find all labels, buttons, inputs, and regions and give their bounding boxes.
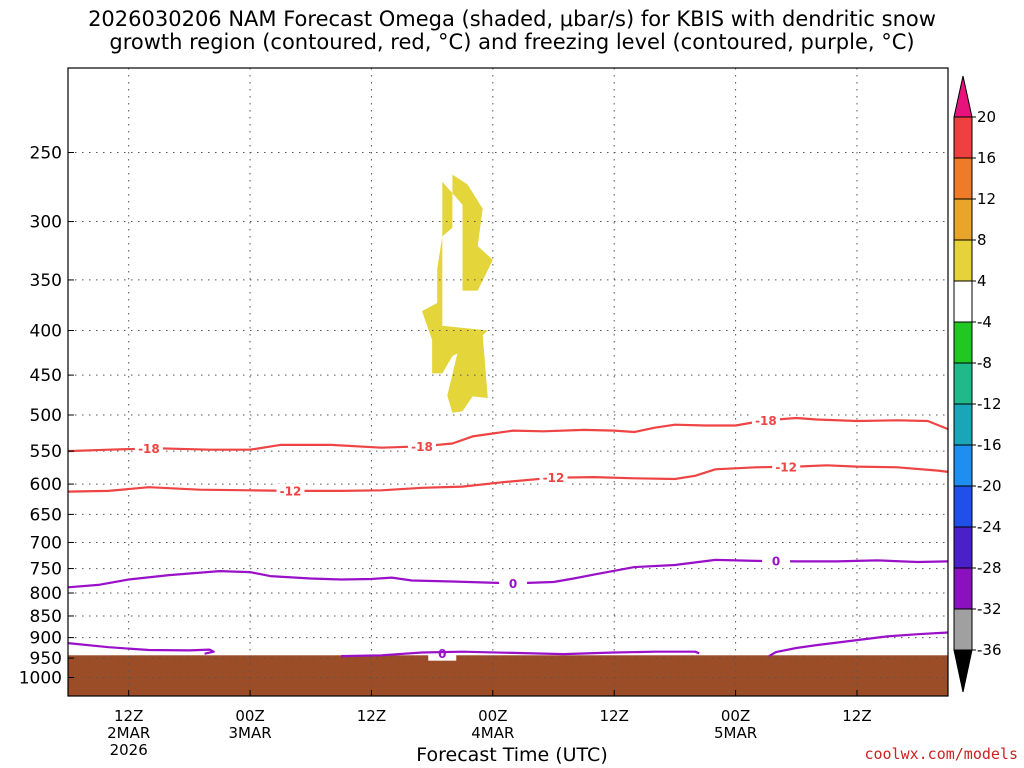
contour-label-bg-0-2 [751,413,780,428]
colorbar-label-4: 4 [977,272,987,290]
x-tick-label-5-0: 00Z [721,707,750,725]
y-tick-label-600: 600 [30,475,62,495]
colorbar-swatch-7 [953,362,973,405]
x-tick-label-0-2: 2026 [110,741,148,759]
x-tick-label-4-0: 12Z [600,707,629,725]
colorbar-top-arrow [953,75,973,118]
contour-label-1-1: -12 [543,471,565,485]
colorbar-label-9: -20 [977,477,1002,495]
colorbar-swatch-2 [953,157,973,200]
colorbar-label-12: -32 [977,600,1002,618]
colorbar-swatch-5 [953,280,973,323]
y-tick-label-550: 550 [30,442,62,462]
contour-0 [67,416,949,453]
contour-label-0-0: -18 [138,442,160,456]
y-tick-label-950: 950 [30,649,62,669]
y-axis: 2503003504004505005506006507007508008509… [19,144,74,689]
terrain-layer [68,655,948,696]
grid-layer [68,68,948,696]
colorbar-swatch-9 [953,444,973,487]
title-line-1: 2026030206 NAM Forecast Omega (shaded, μ… [88,7,936,31]
x-axis-label: Forecast Time (UTC) [416,744,608,766]
omega-shade-region-0 [422,174,493,413]
contour-label-3-0: 0 [438,647,446,661]
y-tick-label-250: 250 [30,144,62,164]
contour-label-bg-0-0 [134,441,163,456]
colorbar-label-3: 8 [977,231,987,249]
x-tick-label-1-1: 3MAR [228,724,271,742]
colorbar-swatch-4 [953,239,973,282]
site-credit[interactable]: coolwx.com/models [864,745,1018,763]
contour-layer: -18 -18 -18 -12 -12 -12 0 0 0 [67,413,949,661]
contour-label-0-1: -18 [411,440,433,454]
y-tick-label-650: 650 [30,505,62,525]
x-tick-label-3-0: 00Z [478,707,507,725]
y-tick-label-700: 700 [30,533,62,553]
contour-label-1-2: -12 [775,460,797,474]
x-tick-label-5-1: 5MAR [714,724,757,742]
contour-4 [341,650,700,658]
x-tick-label-0-1: 2MAR [107,724,150,742]
colorbar-swatch-12 [953,567,973,610]
x-tick-label-6-0: 12Z [842,707,871,725]
y-tick-label-450: 450 [30,366,62,386]
omega-shading-layer [422,174,493,413]
contour-label-bg-1-2 [772,459,801,474]
y-tick-label-900: 900 [30,629,62,649]
chart-title: 2026030206 NAM Forecast Omega (shaded, μ… [0,8,1024,54]
y-tick-label-850: 850 [30,607,62,627]
colorbar-swatch-3 [953,198,973,241]
colorbar-swatch-8 [953,403,973,446]
colorbar-swatch-6 [953,321,973,364]
colorbar-swatch-10 [953,485,973,528]
colorbar-label-11: -28 [977,559,1002,577]
contour-label-bg-2-1 [762,554,791,569]
contour-label-0-2: -18 [755,414,777,428]
y-tick-label-400: 400 [30,322,62,342]
contour-label-bg-2-0 [499,576,528,591]
colorbar-label-1: 16 [977,149,996,167]
colorbar-label-10: -24 [977,518,1002,536]
x-tick-label-2-0: 12Z [357,707,386,725]
colorbar-label-5: -4 [977,313,992,331]
y-tick-label-350: 350 [30,271,62,291]
colorbar-swatch-13 [953,608,973,651]
colorbar-label-6: -8 [977,354,992,372]
contour-label-2-0: 0 [509,577,517,591]
colorbar-label-0: 20 [977,108,996,126]
terrain-fill [68,655,948,696]
contour-5 [768,631,949,658]
colorbar-label-2: 12 [977,190,996,208]
contour-1 [67,464,949,493]
y-tick-label-750: 750 [30,560,62,580]
contour-label-1-0: -12 [280,484,302,498]
colorbar-swatch-1 [953,116,973,159]
y-tick-label-300: 300 [30,213,62,233]
y-tick-label-1000: 1000 [19,669,62,689]
plot-frame [67,67,949,697]
title-line-2: growth region (contoured, red, °C) and f… [109,30,915,54]
colorbar-label-7: -12 [977,395,1002,413]
contour-label-bg-3-0 [428,646,457,661]
x-tick-label-3-1: 4MAR [471,724,514,742]
x-tick-label-1-0: 00Z [235,707,264,725]
contour-label-2-1: 0 [772,555,780,569]
colorbar-bottom-arrow [953,649,973,693]
contour-label-bg-0-1 [408,439,437,454]
contour-3 [67,642,215,655]
contour-label-bg-1-1 [539,470,568,485]
y-tick-label-500: 500 [30,406,62,426]
y-tick-label-800: 800 [30,584,62,604]
colorbar-label-13: -36 [977,641,1002,659]
colorbar-swatch-11 [953,526,973,569]
plot-border [67,67,949,697]
colorbar: 20 16 12 8 4 -4 -8 -12 -16 -20 -24 -28 -32 -36 [953,75,1002,693]
colorbar-label-8: -16 [977,436,1002,454]
contour-label-bg-1-0 [276,483,305,498]
x-tick-label-0-0: 12Z [114,707,143,725]
